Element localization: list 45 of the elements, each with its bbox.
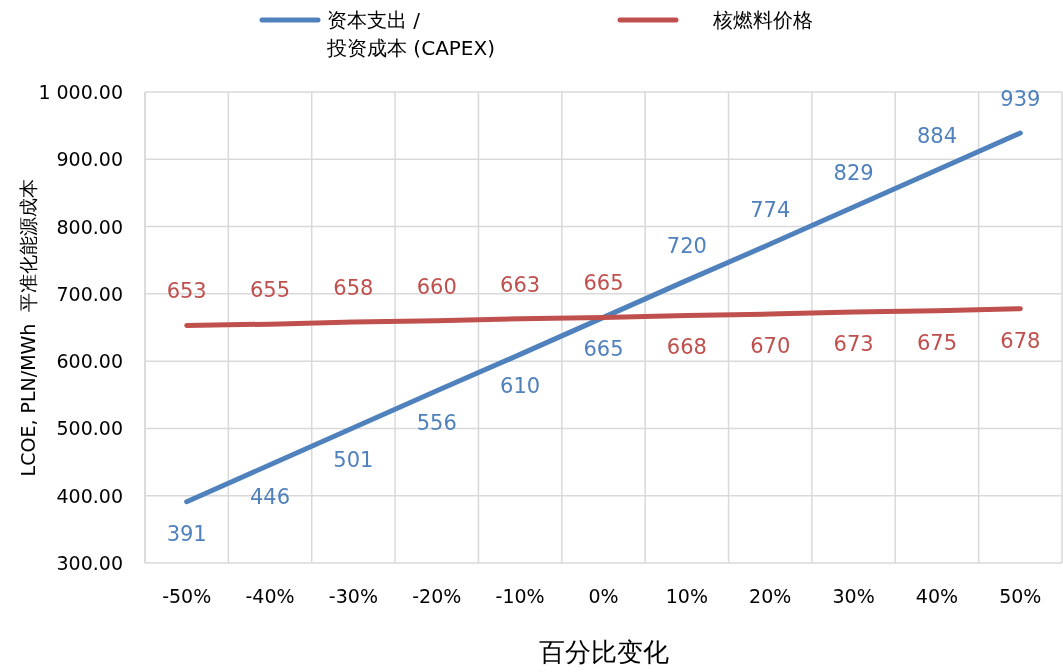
data-label: 446 <box>250 484 291 509</box>
data-label: 720 <box>666 234 707 259</box>
x-tick-label: -10% <box>495 585 545 607</box>
data-label: 653 <box>166 279 207 304</box>
data-label: 678 <box>1000 328 1041 353</box>
data-label: 774 <box>750 198 791 223</box>
data-label: 673 <box>833 332 874 357</box>
data-label: 501 <box>333 447 374 472</box>
x-tick-label: -30% <box>328 585 378 607</box>
x-tick-label: 20% <box>749 585 792 607</box>
y-axis-title: LCOE, PLN/MWh 平准化能源成本 <box>17 178 39 477</box>
y-tick-label: 900.00 <box>56 148 123 171</box>
data-label: 670 <box>750 334 791 359</box>
legend-label: 资本支出 / 投资成本 (CAPEX) <box>326 8 496 60</box>
data-label: 668 <box>666 335 707 360</box>
data-label: 391 <box>166 521 207 546</box>
x-tick-label: -40% <box>245 585 295 607</box>
data-label: 658 <box>333 276 374 301</box>
data-label: 939 <box>1000 87 1041 112</box>
y-tick-label: 700.00 <box>56 282 123 305</box>
data-label: 675 <box>916 330 957 355</box>
y-tick-label: 500.00 <box>56 417 123 440</box>
y-tick-label: 1 000.00 <box>38 81 123 103</box>
data-label: 610 <box>500 374 541 399</box>
y-tick-label: 400.00 <box>56 484 123 507</box>
y-tick-label: 300.00 <box>56 552 123 574</box>
x-axis-title: 百分比变化 <box>538 637 669 667</box>
x-tick-label: -50% <box>162 585 212 607</box>
legend-label: 核燃料价格 <box>712 8 813 32</box>
data-label: 829 <box>833 161 874 186</box>
data-label: 884 <box>916 124 957 149</box>
x-tick-label: 30% <box>832 585 875 607</box>
x-tick-label: -20% <box>412 585 462 607</box>
data-label: 665 <box>583 337 624 362</box>
data-label: 665 <box>583 271 624 296</box>
x-tick-label: 0% <box>588 585 619 607</box>
data-label: 660 <box>416 274 457 299</box>
data-label: 556 <box>416 410 457 435</box>
data-label: 663 <box>500 272 541 297</box>
data-label: 655 <box>250 278 291 303</box>
y-tick-label: 600.00 <box>56 350 123 373</box>
y-tick-label: 800.00 <box>56 215 123 238</box>
x-tick-label: 10% <box>665 585 708 607</box>
x-tick-label: 50% <box>999 585 1042 607</box>
x-tick-label: 40% <box>915 585 959 607</box>
